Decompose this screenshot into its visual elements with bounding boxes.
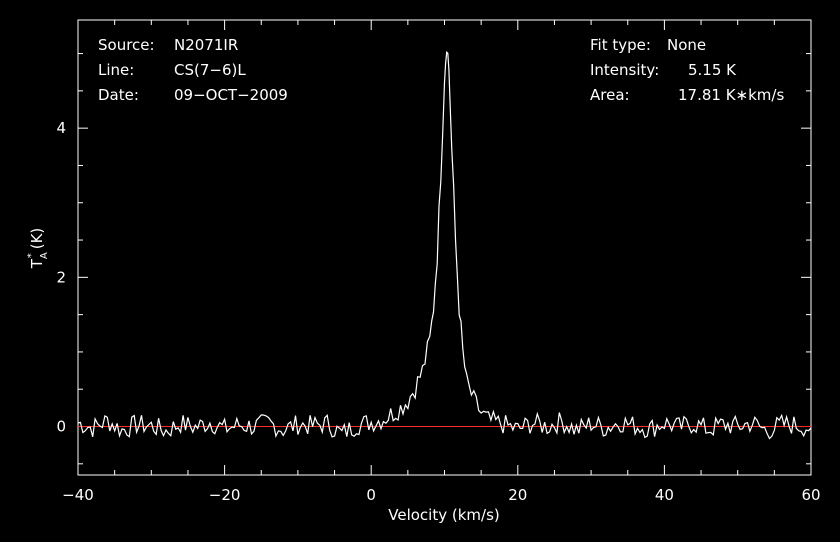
axis-ticks: [77, 20, 812, 475]
header-right: Fit type: None Intensity: 5.15 K Area: 1…: [590, 36, 784, 104]
area-label: Area:: [590, 86, 630, 104]
y-axis-label-sub: A: [39, 252, 50, 259]
y-tick-label: 0: [56, 418, 66, 436]
x-tick-label: −20: [209, 486, 241, 504]
x-tick-label: 0: [366, 486, 376, 504]
header-left: Source: N2071IR Line: CS(7−6)L Date: 09−…: [98, 36, 288, 104]
y-axis-label: TA* (K): [26, 228, 50, 270]
x-tick-label: 40: [655, 486, 674, 504]
fit-type-label: Fit type:: [590, 36, 651, 54]
axis-tick-labels: −40 −20 0 20 40 60 0 2 4: [56, 119, 820, 504]
x-tick-label: 60: [801, 486, 820, 504]
source-label: Source:: [98, 36, 155, 54]
date-label: Date:: [98, 86, 139, 104]
intensity-label: Intensity:: [590, 61, 659, 79]
x-tick-label: −40: [62, 486, 94, 504]
y-tick-label: 4: [56, 119, 66, 137]
x-axis-label: Velocity (km/s): [388, 506, 499, 524]
y-axis-label-unit: (K): [28, 228, 46, 250]
date-value: 09−OCT−2009: [174, 86, 288, 104]
fit-type-value: None: [667, 36, 706, 54]
y-tick-label: 2: [56, 268, 66, 286]
y-axis-label-sup: *: [26, 253, 37, 258]
line-label: Line:: [98, 61, 134, 79]
intensity-value: 5.15 K: [688, 61, 737, 79]
x-tick-label: 20: [508, 486, 527, 504]
line-value: CS(7−6)L: [174, 61, 246, 79]
area-value: 17.81 K∗km/s: [678, 86, 784, 104]
y-axis-label-main: T: [28, 258, 46, 269]
spectrum-line: [77, 50, 812, 440]
source-value: N2071IR: [174, 36, 238, 54]
svg-text:TA*(K): TA* (K): [26, 228, 50, 270]
